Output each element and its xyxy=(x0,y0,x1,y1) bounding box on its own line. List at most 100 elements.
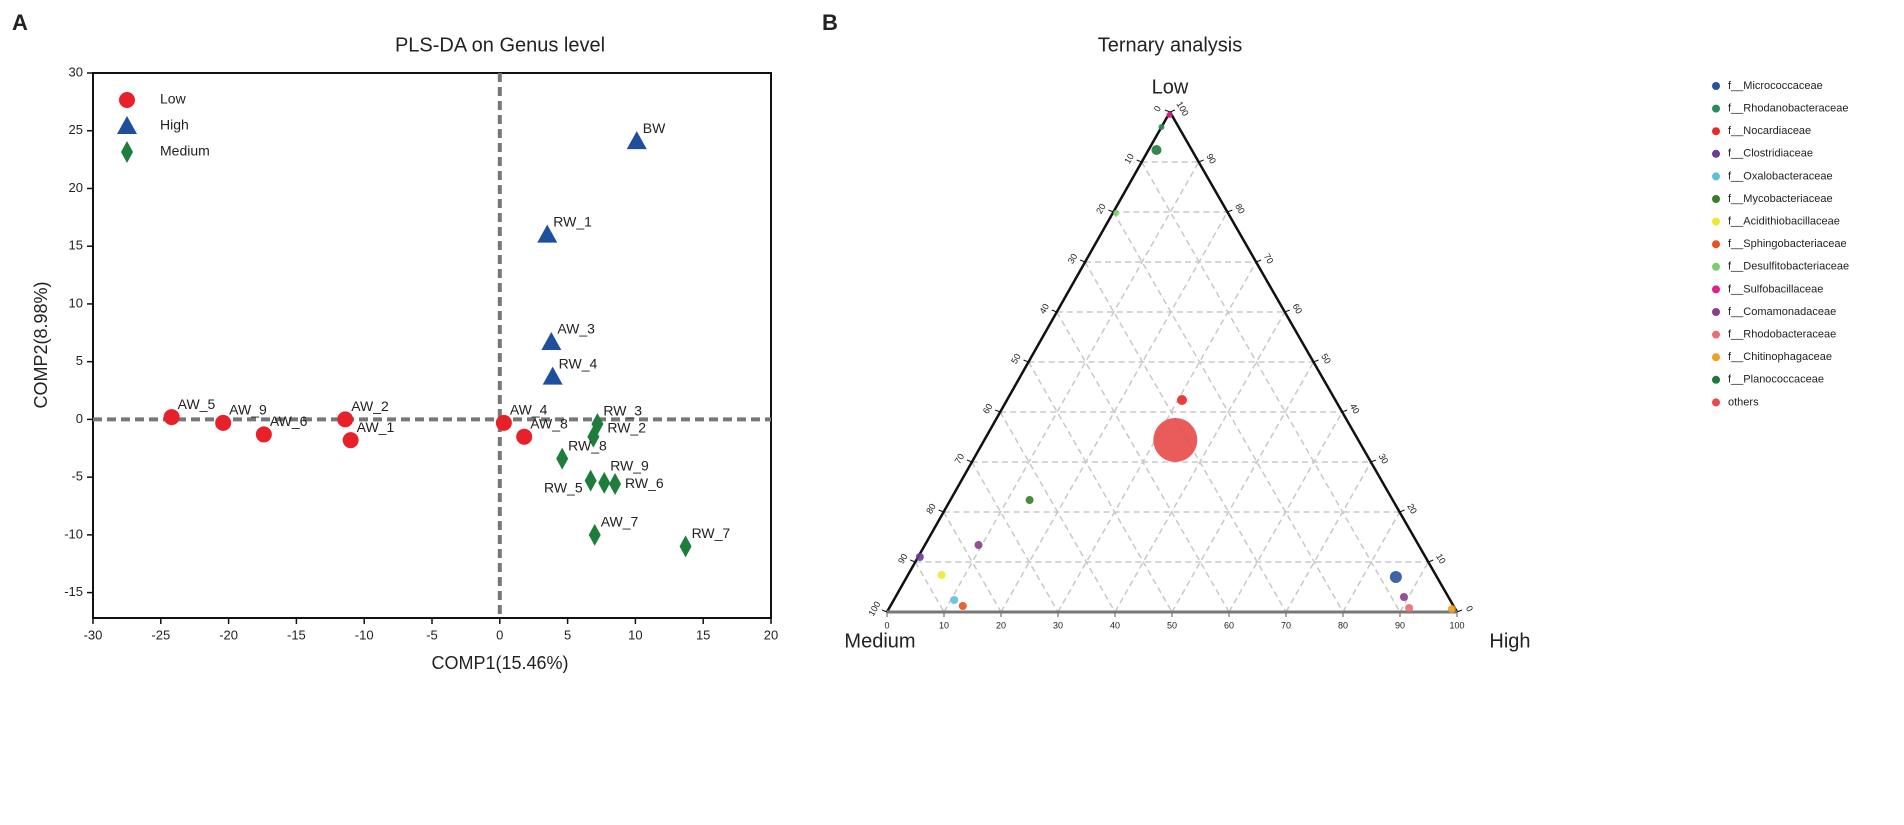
tick-label: 80 xyxy=(1233,202,1247,216)
x-tick-label: 20 xyxy=(764,627,778,642)
legend-label: f__Desulfitobacteriaceae xyxy=(1728,261,1849,273)
grid-line xyxy=(1228,411,1343,613)
tick-label: 10 xyxy=(1122,152,1136,166)
tick-label: 70 xyxy=(1262,252,1276,266)
tick-label: 80 xyxy=(924,502,938,516)
tick-label: 70 xyxy=(1281,620,1291,630)
tick-label: 0 xyxy=(884,620,889,630)
axis-label: Medium xyxy=(844,630,915,652)
tick-label: 20 xyxy=(1094,202,1108,216)
y-tick-label: 30 xyxy=(69,64,83,79)
point xyxy=(915,553,924,561)
point-label: AW_6 xyxy=(270,413,308,429)
x-tick-label: 0 xyxy=(496,627,503,642)
legend-marker xyxy=(1712,127,1720,136)
legend-label: f__Oxalobacteraceae xyxy=(1728,170,1833,182)
point xyxy=(255,426,272,443)
legend-marker xyxy=(117,116,137,134)
point xyxy=(1153,418,1198,462)
legend-label: others xyxy=(1728,396,1759,408)
grid-line xyxy=(1027,361,1173,613)
tick-label: 40 xyxy=(1348,402,1362,416)
point-label: RW_2 xyxy=(607,419,646,435)
point xyxy=(587,425,600,448)
point xyxy=(556,447,569,470)
legend-marker xyxy=(1712,217,1720,226)
point-label: RW_6 xyxy=(625,475,664,491)
legend-label: f__Chitinophagaceae xyxy=(1728,351,1832,363)
point xyxy=(1025,496,1034,504)
triangle-side xyxy=(1168,111,1459,613)
x-tick-label: 5 xyxy=(564,627,571,642)
y-tick-label: -10 xyxy=(64,526,83,541)
point-label: AW_4 xyxy=(510,402,548,418)
grid-line xyxy=(1056,311,1230,613)
tick-label: 40 xyxy=(1110,620,1120,630)
y-tick-label: 5 xyxy=(76,353,83,368)
legend-label: Medium xyxy=(160,143,210,159)
x-tick-label: -30 xyxy=(84,627,103,642)
point xyxy=(950,596,959,604)
legend-label: f__Sulfobacillaceae xyxy=(1728,283,1823,295)
grid-line xyxy=(1342,511,1401,613)
tick-label: 90 xyxy=(1204,152,1218,166)
chart-title: PLS-DA on Genus level xyxy=(395,34,605,56)
point-label: AW_7 xyxy=(601,514,639,530)
y-tick-label: -5 xyxy=(71,469,83,484)
tick-label: 50 xyxy=(1167,620,1177,630)
tick-label: 10 xyxy=(1434,552,1448,566)
point-label: RW_9 xyxy=(610,458,649,474)
legend-label: f__Clostridiaceae xyxy=(1728,148,1813,160)
tick-label: 40 xyxy=(1037,302,1051,316)
legend-marker xyxy=(1712,262,1720,271)
point xyxy=(215,414,232,431)
tick-label: 60 xyxy=(981,402,995,416)
point-label: AW_8 xyxy=(530,415,568,431)
tick-label: 20 xyxy=(1405,502,1419,516)
tick-label: 80 xyxy=(1338,620,1348,630)
point xyxy=(584,469,597,492)
point-label: AW_1 xyxy=(357,419,395,435)
legend-label: f__Planococcaceae xyxy=(1728,374,1824,386)
y-tick-label: -15 xyxy=(64,584,83,599)
tick-label: 90 xyxy=(1395,620,1405,630)
grid-line xyxy=(1285,461,1372,613)
tick-label: 50 xyxy=(1319,352,1333,366)
point-label: RW_7 xyxy=(692,525,731,541)
grid-line xyxy=(971,461,1059,613)
point xyxy=(537,224,558,243)
grid-line xyxy=(1000,211,1229,613)
point xyxy=(495,414,512,431)
legend-label: f__Rhodobacteraceae xyxy=(1728,329,1836,341)
point xyxy=(1389,571,1402,583)
point xyxy=(937,571,946,579)
point xyxy=(516,428,533,445)
point xyxy=(1176,395,1187,405)
x-tick-label: -15 xyxy=(287,627,306,642)
point xyxy=(974,541,983,549)
point xyxy=(1447,605,1456,613)
triangle-side xyxy=(885,111,1172,613)
tick-label: 70 xyxy=(953,452,967,466)
point xyxy=(626,131,647,150)
legend-marker xyxy=(1712,82,1720,90)
point xyxy=(598,471,611,494)
tick-label: 100 xyxy=(866,600,882,618)
point xyxy=(1151,145,1162,155)
legend-marker xyxy=(1712,330,1720,339)
y-tick-label: 0 xyxy=(76,411,83,426)
x-axis-label: COMP1(15.46%) xyxy=(431,653,568,673)
x-tick-label: 10 xyxy=(628,627,642,642)
y-tick-label: 25 xyxy=(69,122,83,137)
legend-marker xyxy=(1712,172,1720,181)
legend-marker xyxy=(1712,398,1720,407)
grid-line xyxy=(1141,161,1401,613)
y-tick-label: 10 xyxy=(69,295,83,310)
legend-label: f__Nocardiaceae xyxy=(1728,125,1811,137)
legend-marker xyxy=(119,92,135,108)
tick-label: 30 xyxy=(1377,452,1391,466)
tick-label: 20 xyxy=(996,620,1006,630)
point xyxy=(1166,112,1173,118)
